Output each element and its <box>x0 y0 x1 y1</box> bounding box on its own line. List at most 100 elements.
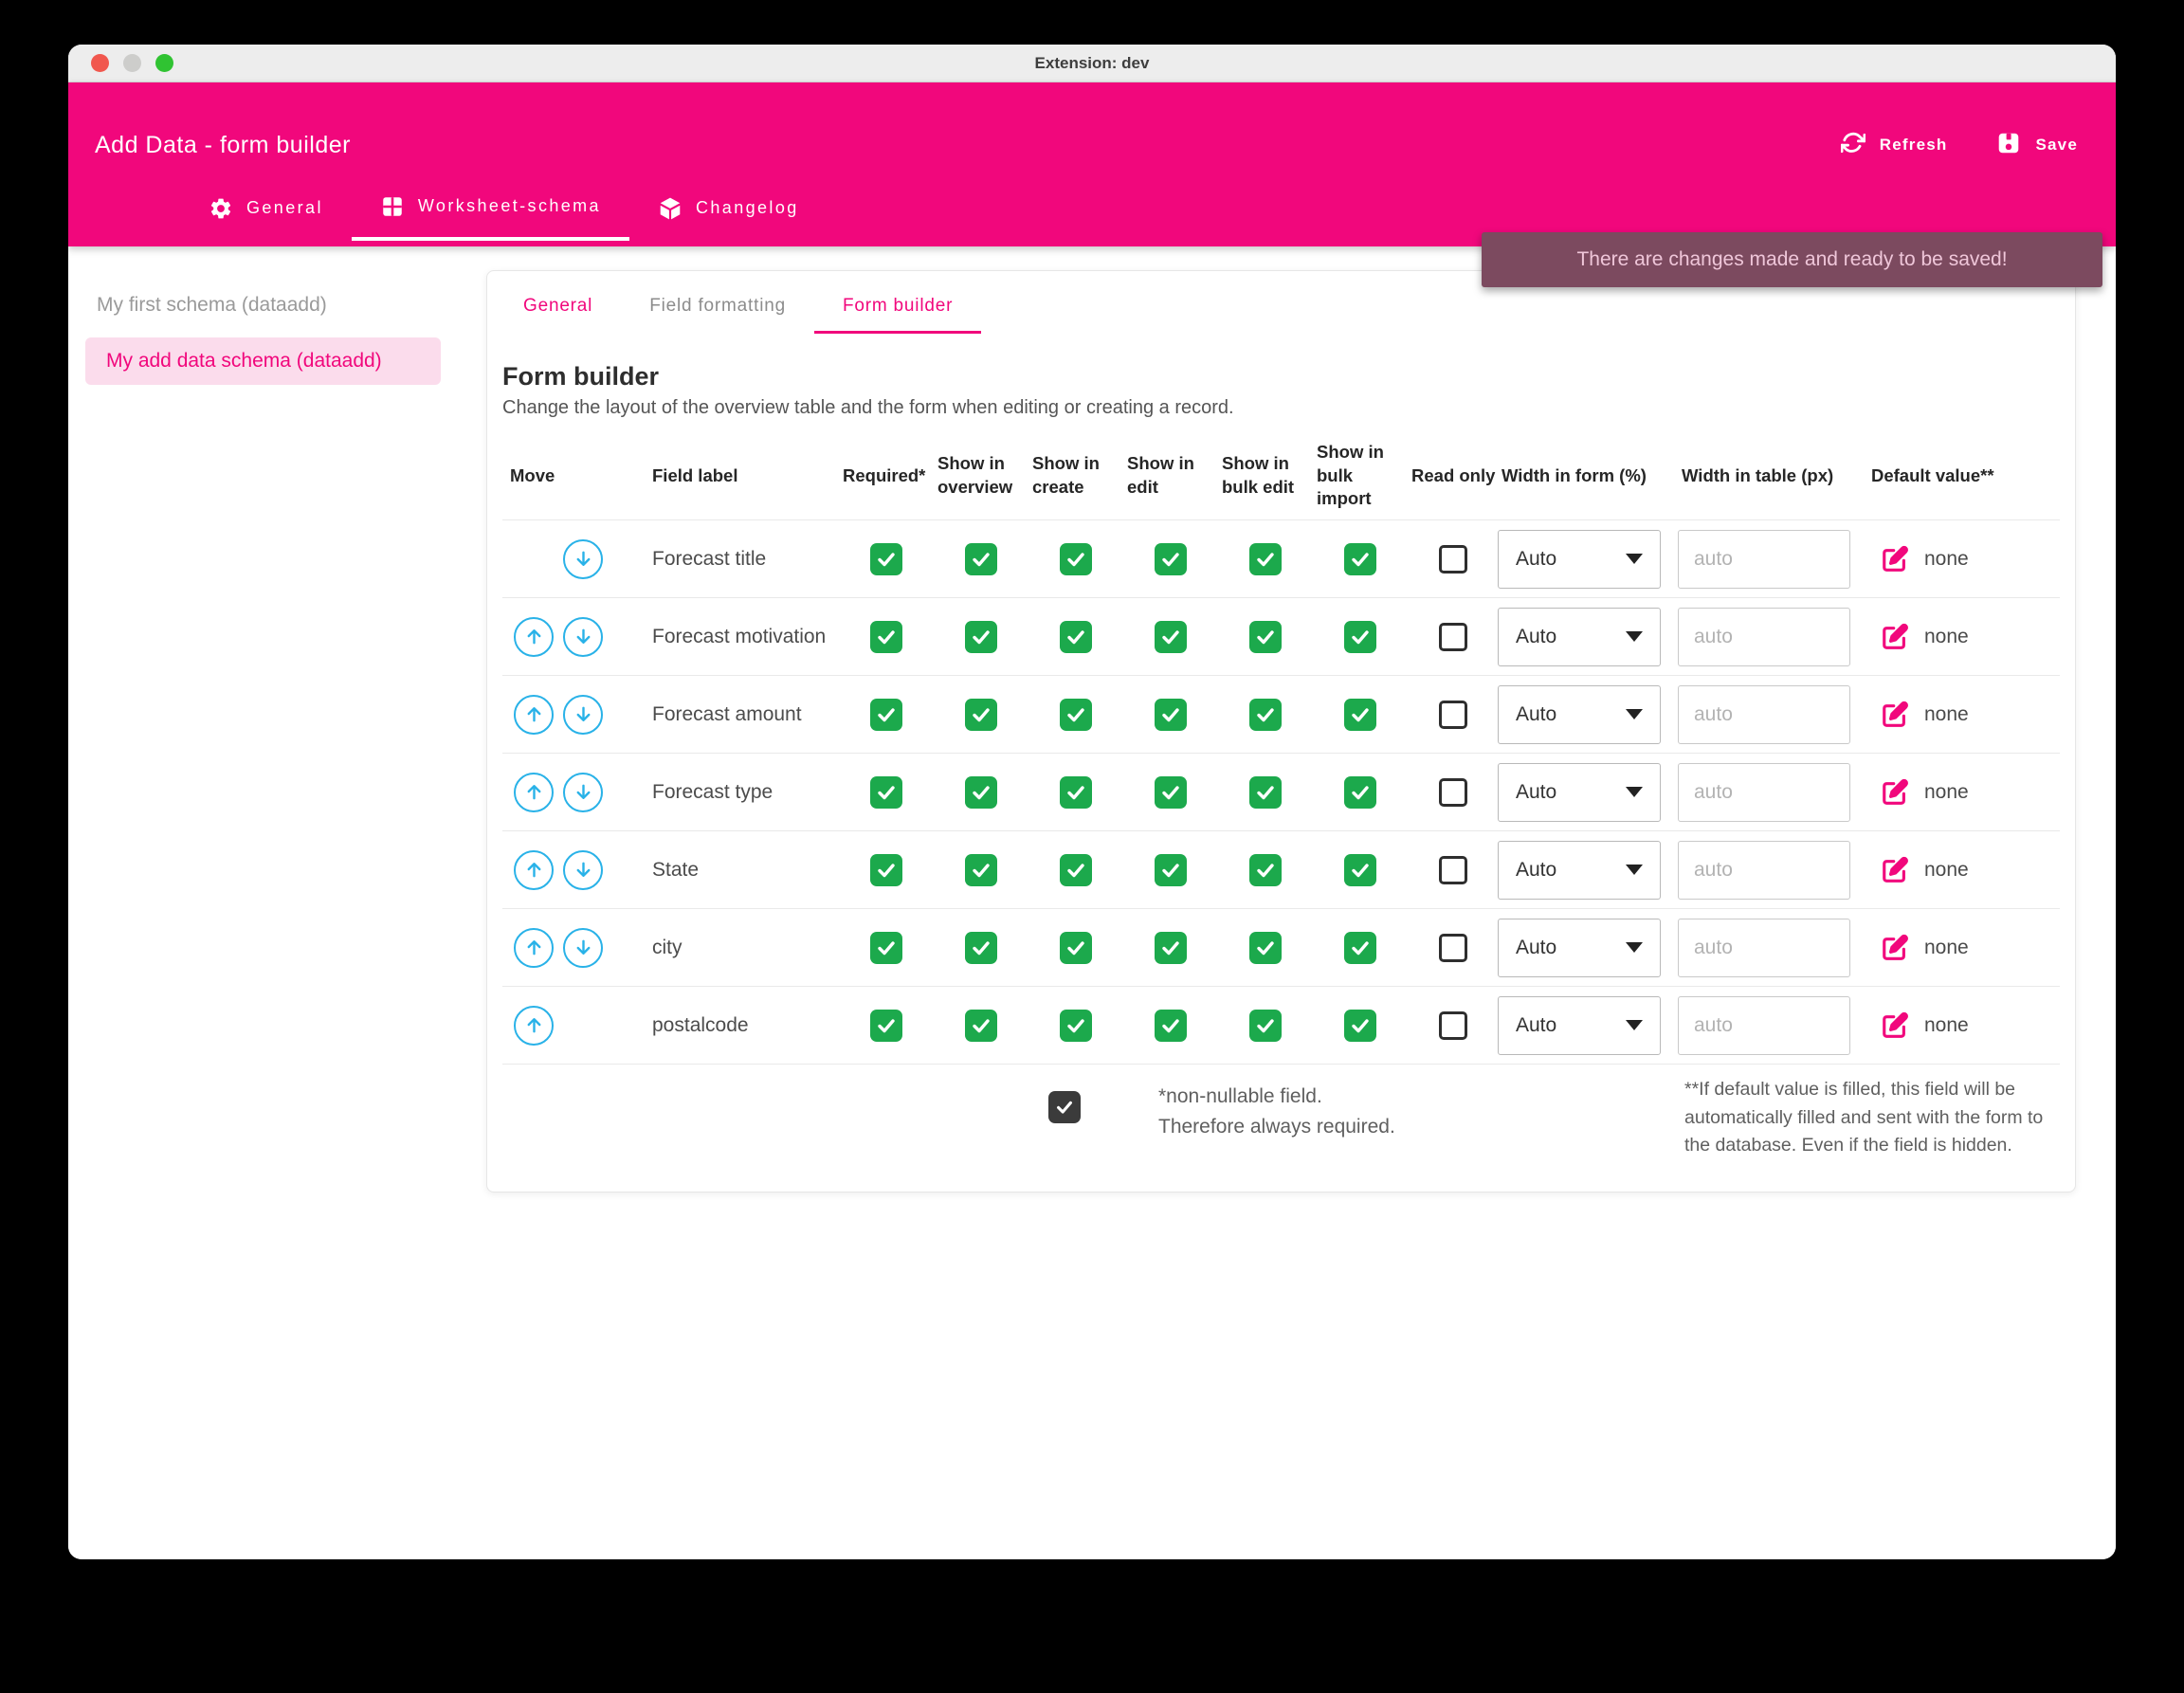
width-in-table-input[interactable] <box>1678 684 1850 744</box>
read-only-checkbox[interactable] <box>1438 700 1467 729</box>
required-checkbox[interactable] <box>870 1009 902 1042</box>
show-in-bulk-import-checkbox[interactable] <box>1344 698 1376 731</box>
show-in-bulk-edit-checkbox[interactable] <box>1249 1009 1282 1042</box>
width-in-form-select[interactable]: Auto <box>1498 684 1661 744</box>
move-down-button[interactable] <box>563 772 603 812</box>
read-only-checkbox[interactable] <box>1438 1010 1467 1040</box>
edit-default-value-icon[interactable] <box>1881 934 1909 962</box>
show-in-edit-checkbox[interactable] <box>1155 775 1187 809</box>
read-only-checkbox[interactable] <box>1438 777 1467 807</box>
read-only-checkbox[interactable] <box>1438 855 1467 884</box>
show-in-bulk-import-checkbox[interactable] <box>1344 542 1376 575</box>
panel-tab-general[interactable]: General <box>523 296 593 316</box>
edit-default-value-icon[interactable] <box>1881 545 1909 573</box>
tab-worksheet-schema[interactable]: Worksheet-schema <box>351 175 629 241</box>
show-in-bulk-import-checkbox[interactable] <box>1344 931 1376 964</box>
width-in-table-input[interactable] <box>1678 607 1850 666</box>
width-in-form-value: Auto <box>1516 625 1557 647</box>
show-in-create-checkbox[interactable] <box>1060 853 1092 886</box>
width-in-form-select[interactable]: Auto <box>1498 607 1661 666</box>
show-in-edit-checkbox[interactable] <box>1155 698 1187 731</box>
show-in-create-checkbox[interactable] <box>1060 620 1092 653</box>
show-in-bulk-edit-checkbox[interactable] <box>1249 620 1282 653</box>
close-window-button[interactable] <box>91 54 109 72</box>
show-in-bulk-import-checkbox[interactable] <box>1344 1009 1376 1042</box>
move-up-button[interactable] <box>514 694 554 735</box>
show-in-overview-checkbox[interactable] <box>965 1009 997 1042</box>
show-in-edit-checkbox[interactable] <box>1155 853 1187 886</box>
sidebar-item-first-schema[interactable]: My first schema (dataadd) <box>97 294 327 316</box>
required-checkbox[interactable] <box>870 542 902 575</box>
width-in-form-select[interactable]: Auto <box>1498 762 1661 822</box>
show-in-edit-checkbox[interactable] <box>1155 620 1187 653</box>
required-checkbox[interactable] <box>870 931 902 964</box>
show-in-bulk-import-checkbox[interactable] <box>1344 775 1376 809</box>
move-up-button[interactable] <box>514 616 554 657</box>
required-checkbox[interactable] <box>870 698 902 731</box>
show-in-create-checkbox[interactable] <box>1060 542 1092 575</box>
column-header: Width in form (%) <box>1502 464 1647 485</box>
show-in-edit-checkbox[interactable] <box>1155 1009 1187 1042</box>
refresh-button[interactable]: Refresh <box>1840 131 1948 160</box>
panel-tab-field-formatting[interactable]: Field formatting <box>649 296 786 316</box>
edit-default-value-icon[interactable] <box>1881 1011 1909 1040</box>
show-in-overview-checkbox[interactable] <box>965 620 997 653</box>
show-in-bulk-import-checkbox[interactable] <box>1344 620 1376 653</box>
move-up-button[interactable] <box>514 927 554 968</box>
show-in-bulk-edit-checkbox[interactable] <box>1249 542 1282 575</box>
show-in-bulk-import-checkbox[interactable] <box>1344 853 1376 886</box>
show-in-edit-checkbox[interactable] <box>1155 542 1187 575</box>
panel-tab-form-builder[interactable]: Form builder <box>813 271 982 334</box>
show-in-overview-checkbox[interactable] <box>965 931 997 964</box>
width-in-table-input[interactable] <box>1678 995 1850 1055</box>
tab-general[interactable]: General <box>180 175 352 241</box>
package-icon <box>658 196 682 221</box>
sidebar-item-add-data-schema[interactable]: My add data schema (dataadd) <box>85 337 441 385</box>
move-up-button[interactable] <box>514 849 554 890</box>
width-in-table-input[interactable] <box>1678 529 1850 589</box>
move-up-button[interactable] <box>514 1005 554 1046</box>
edit-default-value-icon[interactable] <box>1881 701 1909 729</box>
show-in-overview-checkbox[interactable] <box>965 853 997 886</box>
move-down-button[interactable] <box>563 927 603 968</box>
width-in-table-input[interactable] <box>1678 918 1850 977</box>
move-up-button[interactable] <box>514 772 554 812</box>
move-down-button[interactable] <box>563 694 603 735</box>
zoom-window-button[interactable] <box>155 54 173 72</box>
show-in-create-checkbox[interactable] <box>1060 698 1092 731</box>
width-in-form-select[interactable]: Auto <box>1498 529 1661 589</box>
width-in-form-select[interactable]: Auto <box>1498 918 1661 977</box>
width-in-table-input[interactable] <box>1678 840 1850 900</box>
required-checkbox[interactable] <box>870 775 902 809</box>
show-in-create-checkbox[interactable] <box>1060 775 1092 809</box>
show-in-create-checkbox[interactable] <box>1060 931 1092 964</box>
read-only-checkbox[interactable] <box>1438 544 1467 573</box>
non-nullable-checkbox[interactable] <box>1048 1091 1081 1123</box>
show-in-edit-checkbox[interactable] <box>1155 931 1187 964</box>
read-only-checkbox[interactable] <box>1438 622 1467 651</box>
required-checkbox[interactable] <box>870 620 902 653</box>
width-in-form-select[interactable]: Auto <box>1498 995 1661 1055</box>
width-in-table-input[interactable] <box>1678 762 1850 822</box>
minimize-window-button[interactable] <box>123 54 141 72</box>
move-down-button[interactable] <box>563 616 603 657</box>
read-only-checkbox[interactable] <box>1438 933 1467 962</box>
show-in-overview-checkbox[interactable] <box>965 698 997 731</box>
show-in-create-checkbox[interactable] <box>1060 1009 1092 1042</box>
show-in-bulk-edit-checkbox[interactable] <box>1249 931 1282 964</box>
save-button[interactable]: Save <box>1996 131 2078 160</box>
field-label: Forecast motivation <box>652 625 827 647</box>
move-down-button[interactable] <box>563 538 603 579</box>
show-in-overview-checkbox[interactable] <box>965 775 997 809</box>
show-in-bulk-edit-checkbox[interactable] <box>1249 775 1282 809</box>
show-in-bulk-edit-checkbox[interactable] <box>1249 698 1282 731</box>
edit-default-value-icon[interactable] <box>1881 623 1909 651</box>
edit-default-value-icon[interactable] <box>1881 856 1909 884</box>
show-in-overview-checkbox[interactable] <box>965 542 997 575</box>
tab-changelog[interactable]: Changelog <box>629 175 828 241</box>
width-in-form-select[interactable]: Auto <box>1498 840 1661 900</box>
show-in-bulk-edit-checkbox[interactable] <box>1249 853 1282 886</box>
move-down-button[interactable] <box>563 849 603 890</box>
required-checkbox[interactable] <box>870 853 902 886</box>
edit-default-value-icon[interactable] <box>1881 778 1909 807</box>
